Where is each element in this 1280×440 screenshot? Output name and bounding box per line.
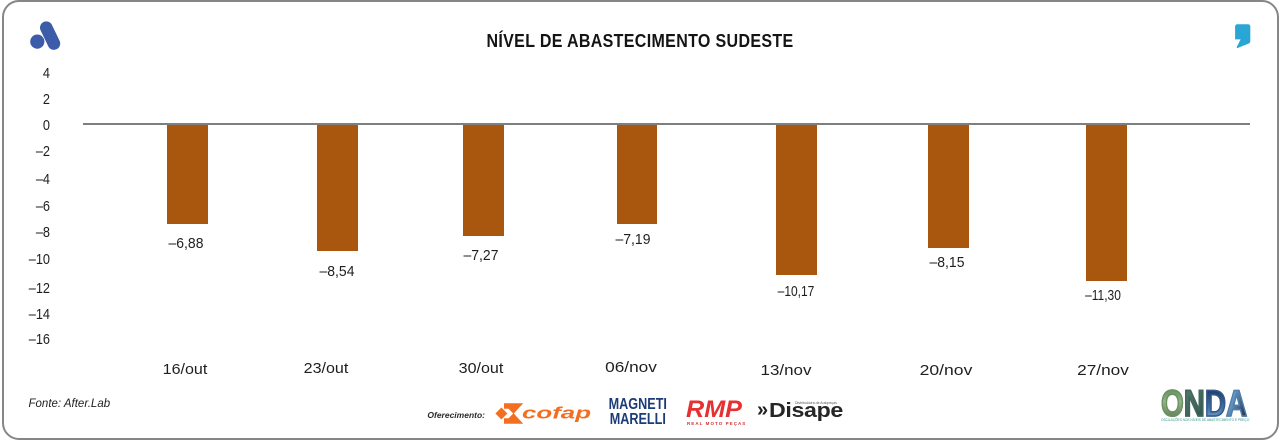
svg-text:cofap: cofap — [522, 404, 591, 423]
